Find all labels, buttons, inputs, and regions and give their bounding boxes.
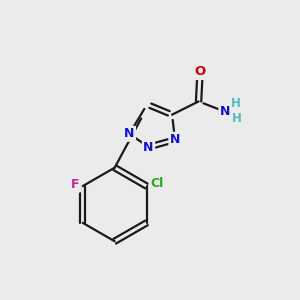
Text: N: N [124, 127, 135, 140]
Text: Cl: Cl [150, 177, 164, 190]
Text: H: H [232, 112, 242, 125]
Text: F: F [71, 178, 80, 191]
Text: N: N [170, 133, 180, 146]
Text: H: H [231, 97, 241, 110]
Text: O: O [194, 65, 206, 79]
Text: N: N [143, 141, 154, 154]
Text: N: N [220, 105, 230, 118]
